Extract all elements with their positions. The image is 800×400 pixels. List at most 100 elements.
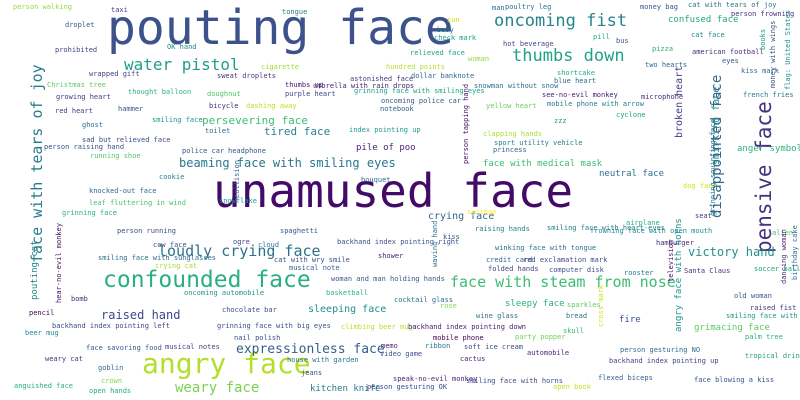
word: face with steam from nose — [450, 273, 676, 291]
word: palm tree — [745, 333, 783, 341]
word: thought balloon — [128, 88, 192, 96]
word: basketball — [326, 289, 369, 297]
word: shower — [378, 252, 404, 260]
word: notebook — [380, 105, 414, 113]
word: automobile — [527, 349, 570, 357]
word: winking face with tongue — [495, 244, 597, 252]
word: cigarette — [261, 63, 299, 71]
word: pencil — [29, 309, 55, 317]
word: person raising hand — [44, 143, 125, 151]
word: video game — [380, 350, 423, 358]
word: person tapping hand — [462, 83, 470, 164]
word: ribbon — [425, 342, 451, 350]
word: grimacing face — [694, 323, 770, 333]
word: poultry leg — [505, 3, 552, 11]
word: smiling face with sunglasses — [98, 254, 217, 262]
word: princess — [493, 146, 527, 154]
word: pill — [593, 33, 610, 41]
word: cloud — [258, 241, 280, 249]
word: neutral face — [599, 169, 665, 179]
word: snowman without snow — [474, 82, 559, 90]
word: hammer — [118, 105, 144, 113]
word: grinning face with big eyes — [217, 322, 331, 330]
word: ghost — [82, 121, 104, 129]
word: beaming face with smiling eyes — [179, 156, 396, 170]
word: oncoming automobile — [184, 289, 265, 297]
word: tired face — [264, 125, 331, 138]
word: confused face — [668, 15, 739, 25]
word: memo — [381, 342, 398, 350]
word: loudly crying face — [158, 242, 321, 260]
word: knocked-out face — [89, 187, 157, 195]
word: sleepy face — [505, 299, 565, 309]
word: unamused face — [213, 164, 574, 218]
word: goblin — [98, 364, 124, 372]
word: sad but relieved face — [82, 136, 171, 144]
word: computer disk — [549, 266, 604, 274]
word: bomb — [71, 295, 88, 303]
word: clapping hands — [483, 130, 543, 138]
word: musical note — [289, 264, 340, 272]
word: astonished face — [350, 75, 414, 83]
word: kiss mark — [741, 67, 779, 75]
word: angry face — [142, 347, 311, 380]
word: dashing away — [246, 102, 297, 110]
word: folded hands — [488, 265, 539, 273]
word: bicycle — [209, 102, 239, 110]
word: backhand index pointing up — [609, 357, 719, 365]
word: cat with tears of joy — [688, 1, 777, 9]
word: smiling face with horns — [466, 377, 563, 385]
word: hamburger — [656, 239, 694, 247]
word: bouquet — [361, 176, 391, 184]
word: droplet — [65, 21, 95, 29]
word: pouting cat — [30, 240, 40, 300]
word: raised hand — [101, 308, 181, 322]
word: pile of poo — [356, 143, 416, 153]
word: beer mug — [25, 329, 59, 337]
word: microphone — [641, 93, 684, 101]
word: woman and man holding hands — [331, 275, 445, 283]
word: weary cat — [45, 355, 83, 363]
word: purple heart — [285, 90, 336, 98]
word: growing heart — [56, 93, 111, 101]
word: ogre — [233, 238, 250, 246]
word: person walking — [13, 3, 73, 11]
word: sleeping face — [308, 304, 387, 315]
word: mobile phone — [433, 334, 484, 342]
word: person running — [117, 227, 177, 235]
word: OK hand — [167, 43, 197, 51]
word: grinning face with smiling eyes — [354, 87, 485, 95]
word: woman — [468, 55, 490, 63]
word: umbrella with rain drops — [313, 82, 415, 90]
word: open book — [553, 383, 591, 391]
word: pouting face — [107, 0, 454, 56]
word: shortcake — [557, 69, 595, 77]
word: red heart — [55, 107, 93, 115]
word: eyes — [722, 57, 739, 65]
word: expressionless face — [236, 342, 385, 357]
word: broken heart — [674, 65, 685, 138]
word: person gesturing OK — [367, 383, 448, 391]
word: dog face — [683, 182, 717, 190]
word: Christmas tree — [47, 81, 107, 89]
word: running shoe — [90, 152, 141, 160]
word: zzz — [554, 117, 567, 125]
word: climbing beer mugs — [341, 323, 417, 331]
word: smiling face — [152, 116, 203, 124]
word: two hearts — [645, 61, 688, 69]
word: prohibited — [55, 46, 98, 54]
word: wrapped gift — [89, 70, 140, 78]
word: sweat droplets — [217, 72, 277, 80]
word: skull — [563, 327, 585, 335]
word: persevering face — [202, 114, 308, 127]
word: kiss — [443, 233, 460, 241]
word: crown — [101, 377, 123, 385]
word: rose — [440, 302, 457, 310]
word: sparkles — [567, 301, 601, 309]
word: index pointing up — [349, 126, 421, 134]
word: cookie — [159, 173, 185, 181]
word: leaf fluttering in wind — [89, 199, 186, 207]
word: doughnut — [207, 90, 241, 98]
word: american football — [692, 48, 764, 56]
word: water pistol — [124, 55, 240, 74]
